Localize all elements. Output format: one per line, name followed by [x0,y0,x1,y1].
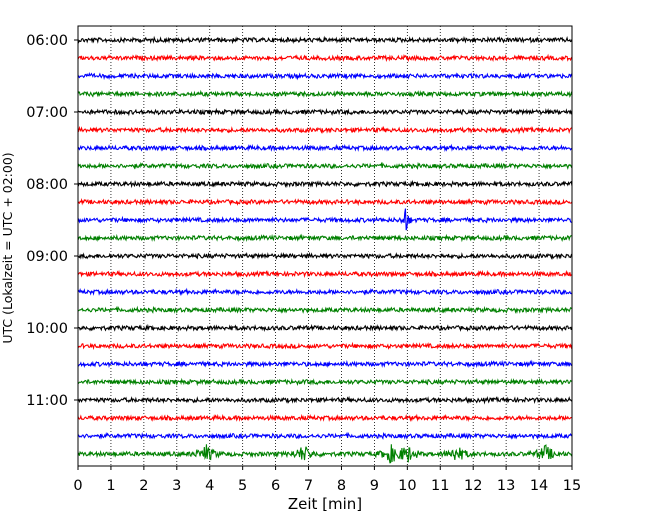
plot-frame [77,25,573,467]
y-tick-label: 11:00 [26,393,68,409]
x-tick-label: 8 [337,478,346,494]
trace-line [77,143,573,153]
x-tick-label: 15 [563,478,581,494]
trace-line [77,161,573,170]
x-tick-label: 0 [73,478,82,494]
trace-line [77,179,573,189]
trace-line [77,35,573,45]
trace-line [77,89,573,99]
seismogram-traces [77,35,573,464]
trace-line [77,125,573,135]
y-tick-label: 08:00 [26,177,68,193]
x-tick-label: 12 [464,478,482,494]
trace-line [77,208,573,231]
trace-line [77,53,573,63]
x-tick-label: 3 [172,478,181,494]
trace-line [77,323,573,333]
x-tick-label: 7 [304,478,313,494]
trace-line [77,341,573,351]
x-axis-label: Zeit [min] [288,495,362,513]
trace-line [77,197,573,207]
x-tick-label: 5 [238,478,247,494]
x-tick-label: 14 [530,478,548,494]
trace-line [77,233,573,243]
trace-line [77,251,573,260]
x-tick-label: 13 [497,478,515,494]
x-ticks: 0 1 2 3 4 5 6 7 8 9 10 11 12 13 14 15 [73,466,581,494]
trace-line [77,413,573,423]
x-grid [110,26,540,466]
y-tick-label: 10:00 [26,321,68,337]
x-tick-label: 11 [431,478,449,494]
y-axis-label: UTC (Lokalzeit = UTC + 02:00) [0,152,15,343]
trace-line [77,305,573,314]
trace-line [77,359,573,369]
x-tick-label: 1 [106,478,115,494]
x-tick-label: 2 [139,478,148,494]
y-tick-label: 09:00 [26,249,68,265]
x-tick-label: 4 [205,478,214,494]
trace-line [77,444,573,464]
trace-line [77,287,573,297]
trace-line [77,431,573,440]
trace-line [77,71,573,81]
trace-line [77,107,573,117]
x-tick-label: 6 [271,478,280,494]
y-tick-label: 06:00 [26,33,68,49]
trace-line [77,269,573,279]
y-tick-label: 07:00 [26,105,68,121]
x-tick-label: 9 [370,478,379,494]
trace-line [77,377,573,387]
y-ticks: 06:00 07:00 08:00 09:00 10:00 11:00 [26,33,78,409]
trace-line [77,395,573,405]
x-tick-label: 10 [398,478,416,494]
